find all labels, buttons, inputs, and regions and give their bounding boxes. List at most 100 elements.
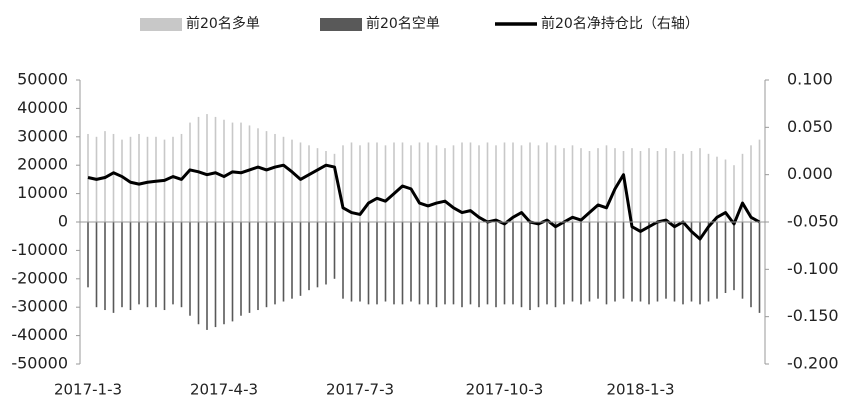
bar	[622, 151, 625, 222]
bar	[393, 222, 395, 305]
bar	[410, 222, 412, 302]
x-tick-label: 2017-10-3	[466, 381, 544, 399]
bar	[724, 159, 727, 222]
bar	[495, 222, 497, 308]
bar	[291, 222, 293, 299]
bar	[265, 222, 268, 308]
y-tick-label: 10000	[17, 183, 68, 202]
bar	[197, 116, 200, 222]
y2-tick-label: 0.000	[787, 164, 833, 183]
bar	[138, 133, 140, 222]
bar	[325, 222, 327, 285]
bar	[206, 222, 208, 330]
bar	[401, 142, 404, 222]
bar	[622, 222, 625, 299]
y-tick-label: 50000	[17, 70, 68, 89]
bar	[180, 222, 183, 308]
bar	[112, 133, 115, 222]
bar	[631, 222, 633, 302]
bar	[376, 142, 378, 222]
bar	[104, 222, 106, 311]
bar	[206, 114, 208, 222]
bar	[257, 128, 259, 222]
bar	[444, 222, 446, 305]
bar	[699, 148, 701, 222]
y-tick-label: 40000	[17, 98, 68, 117]
bar	[503, 142, 506, 222]
bar	[452, 145, 455, 222]
bar	[189, 122, 191, 222]
bar	[665, 148, 667, 222]
bar	[529, 222, 531, 311]
bar	[146, 136, 149, 222]
bar	[384, 222, 387, 302]
bar	[733, 222, 735, 291]
bar	[563, 222, 565, 305]
legend-label: 前20名多单	[186, 15, 260, 32]
bar	[427, 142, 429, 222]
bar	[342, 222, 344, 299]
bar	[359, 222, 361, 302]
bar	[605, 222, 608, 305]
bar	[299, 142, 302, 222]
y-tick-label: 20000	[17, 155, 68, 174]
bar	[597, 148, 599, 222]
bar	[665, 222, 667, 299]
bar	[554, 145, 557, 222]
bar	[503, 222, 506, 305]
bar	[367, 222, 370, 305]
bar	[248, 125, 251, 222]
bar	[214, 222, 217, 328]
bar	[750, 145, 752, 222]
bar	[376, 222, 378, 305]
bar	[461, 222, 463, 308]
y2-tick-label: -0.200	[787, 354, 839, 373]
bar	[758, 139, 761, 222]
bar	[741, 153, 744, 222]
legend-label: 前20名净持仓比（右轴）	[541, 15, 699, 32]
bar	[197, 222, 200, 325]
bar	[444, 148, 446, 222]
bar	[758, 222, 761, 313]
bar	[265, 131, 268, 222]
bar	[648, 148, 650, 222]
bar	[257, 222, 259, 311]
bar	[342, 145, 344, 222]
bar	[308, 222, 310, 291]
bar	[129, 136, 132, 222]
bar	[214, 116, 217, 222]
bar	[597, 222, 599, 299]
bar	[690, 222, 693, 302]
bar	[155, 136, 157, 222]
bar	[308, 145, 310, 222]
bar	[274, 222, 276, 305]
x-tick-label: 2017-4-3	[190, 381, 258, 399]
legend-swatch	[140, 18, 182, 31]
y-tick-label: 30000	[17, 126, 68, 145]
bar	[571, 145, 574, 222]
bar	[112, 222, 115, 313]
bar	[605, 145, 608, 222]
bar	[274, 133, 276, 222]
bar	[631, 148, 633, 222]
bar	[588, 151, 591, 222]
bar	[469, 142, 472, 222]
bar	[452, 222, 455, 305]
bar	[520, 222, 523, 308]
bar	[724, 222, 727, 293]
bar	[333, 222, 336, 279]
x-tick-label: 2017-7-3	[326, 381, 394, 399]
y-tick-label: -50000	[11, 354, 68, 373]
bar	[240, 222, 242, 316]
bar	[639, 151, 642, 222]
bar	[537, 222, 540, 308]
y-tick-label: -20000	[11, 268, 68, 287]
bar	[418, 222, 421, 305]
bar	[95, 222, 98, 308]
y-tick-label: 0	[58, 212, 68, 231]
bar	[333, 153, 336, 222]
bar	[486, 222, 489, 305]
bar	[469, 222, 472, 305]
y2-tick-label: -0.050	[787, 212, 839, 231]
